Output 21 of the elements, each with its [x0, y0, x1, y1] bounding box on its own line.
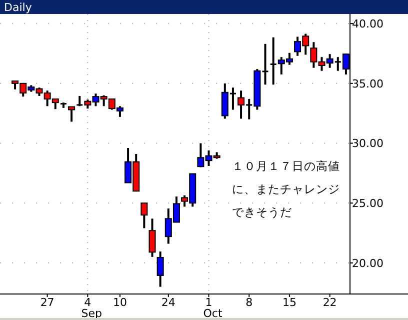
x-tick-label: 1 Oct — [203, 296, 223, 320]
y-tick-label: 20.00 — [352, 256, 384, 270]
x-tick-label: 27 — [40, 296, 54, 309]
title-bar: Daily — [0, 0, 408, 14]
chart-title: Daily — [4, 1, 32, 14]
candlestick — [68, 106, 76, 123]
x-tick-label: 10 — [112, 296, 127, 309]
x-tick-label: 4 Sep — [81, 296, 102, 320]
y-tick-label: 35.00 — [352, 77, 384, 90]
candlestick — [140, 202, 148, 230]
candlestick — [262, 42, 269, 86]
candlestick — [148, 218, 156, 258]
y-tick-label: 30.00 — [352, 137, 384, 150]
y-tick-label: 40.00 — [352, 18, 384, 31]
annotation: １０月１７日の高値に、またチャレンジできそうだ — [232, 159, 340, 219]
x-tick-label: 24 — [161, 296, 176, 309]
candlestick — [156, 250, 164, 288]
y-tick-label: 25.00 — [352, 197, 384, 210]
x-tick-label: 8 — [246, 296, 253, 309]
x-tick-label: 22 — [322, 296, 337, 309]
x-tick-label: 15 — [282, 296, 296, 309]
